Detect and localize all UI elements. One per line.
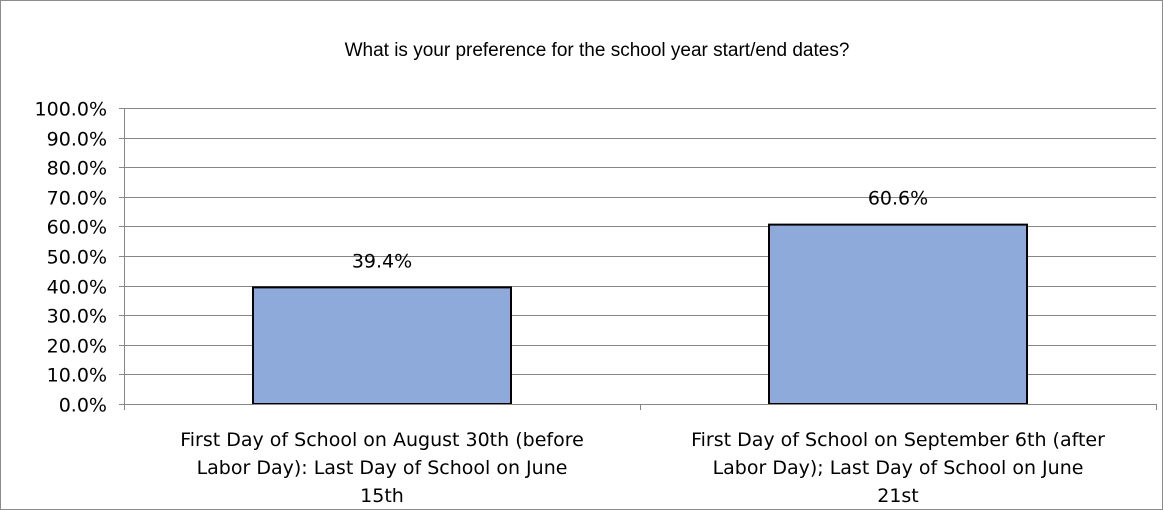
category-label: First Day of School on August 30th (befo… — [180, 429, 584, 507]
x-axis-category-labels: First Day of School on August 30th (befo… — [180, 429, 1105, 507]
y-axis-tick-labels: 0.0% 10.0% 20.0% 30.0% 40.0% 50.0% 60.0% 70.0% 8… — [35, 99, 107, 417]
y-tick-label: 20.0% — [47, 336, 107, 358]
axes — [124, 108, 1157, 410]
category-label: First Day of School on September 6th (af… — [691, 429, 1105, 507]
data-label: 39.4% — [352, 250, 412, 272]
y-tick-label: 80.0% — [47, 158, 107, 180]
data-labels: 39.4% 60.6% — [352, 188, 928, 273]
y-tick-label: 40.0% — [47, 277, 107, 299]
bar — [252, 286, 512, 406]
bar — [768, 223, 1028, 405]
y-tick-label: 50.0% — [47, 247, 107, 269]
y-tick-label: 60.0% — [47, 217, 107, 239]
y-tick-label: 30.0% — [47, 306, 107, 328]
bars — [252, 223, 1028, 406]
y-tick-label: 10.0% — [47, 365, 107, 387]
y-tick-label: 0.0% — [59, 395, 107, 417]
y-tick-label: 90.0% — [47, 129, 107, 151]
chart-title: What is your preference for the school y… — [345, 40, 850, 61]
y-tick-label: 70.0% — [47, 188, 107, 210]
y-tick-label: 100.0% — [35, 99, 107, 121]
data-label: 60.6% — [868, 188, 928, 210]
